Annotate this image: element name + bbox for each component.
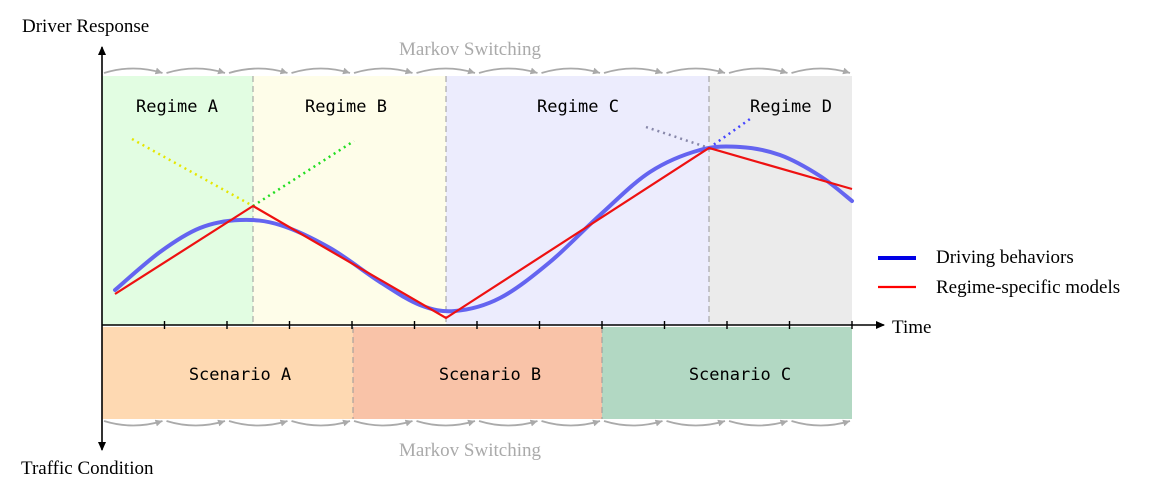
markov-switching-arrow: [103, 67, 163, 75]
extension-line-a: [131, 137, 254, 208]
scenario-c-area: [602, 327, 852, 419]
markov-switching-arrow: [416, 419, 476, 427]
markov-switching-arrow: [228, 419, 288, 427]
markov-switching-arrow: [728, 419, 788, 427]
markov-switching-arrow: [228, 67, 288, 75]
x-axis-ticks: [163, 321, 853, 329]
legend: Driving behaviors Regime-specific models: [878, 247, 1120, 298]
legend-driving-behaviors-label: Driving behaviors: [936, 247, 1074, 268]
regime-separators: [252, 76, 710, 419]
markov-switching-arrow: [666, 67, 726, 75]
markov-switching-arrow: [166, 67, 226, 75]
extension-line-b: [252, 139, 355, 208]
scenario-a-area: [102, 327, 353, 419]
markov-switching-arrow: [603, 67, 663, 75]
y-axis-top-label: Driver Response: [22, 16, 149, 37]
markov-switching-top-label: Markov Switching: [399, 39, 541, 60]
regime-backgrounds: [102, 76, 852, 325]
regime-b-area: [253, 76, 446, 325]
regime-a-label: Regime A: [136, 97, 218, 117]
markov-switching-arrow: [478, 67, 538, 75]
markov-switching-bottom-label: Markov Switching: [399, 440, 541, 461]
scenario-a-label: Scenario A: [189, 365, 291, 385]
scenario-b-area: [353, 327, 602, 419]
legend-regime-models-label: Regime-specific models: [936, 277, 1120, 298]
extension-line-d: [708, 117, 751, 150]
x-axis-label: Time: [892, 317, 931, 338]
regime-model-extensions: [131, 117, 751, 208]
scenario-c-label: Scenario C: [689, 365, 791, 385]
markov-switching-arrow: [353, 419, 413, 427]
regime-c-label: Regime C: [537, 97, 619, 117]
markov-switching-arrows-bottom: [103, 419, 851, 427]
extension-line-c: [645, 125, 710, 150]
regime-specific-model-line: [114, 146, 853, 320]
scenario-labels: Scenario A Scenario B Scenario C: [189, 365, 791, 385]
y-axis-bottom-label: Traffic Condition: [21, 458, 154, 479]
axes: [98, 46, 885, 451]
markov-switching-arrow: [416, 67, 476, 75]
regime-d-label: Regime D: [750, 97, 832, 117]
regime-d-area: [709, 76, 852, 325]
markov-switching-arrow: [166, 419, 226, 427]
regime-c-area: [446, 76, 709, 325]
regime-b-label: Regime B: [305, 97, 387, 117]
markov-switching-arrow: [353, 67, 413, 75]
markov-switching-arrows-top: [103, 67, 851, 75]
markov-switching-arrow: [541, 67, 601, 75]
driving-behavior-curve: [113, 144, 854, 314]
markov-switching-arrow: [291, 67, 351, 75]
regime-a-area: [102, 76, 253, 325]
markov-switching-arrow: [603, 419, 663, 427]
regime-labels: Regime A Regime B Regime C Regime D: [136, 97, 832, 117]
markov-switching-arrow: [291, 419, 351, 427]
scenario-backgrounds: [102, 327, 852, 419]
markov-switching-arrow: [478, 419, 538, 427]
markov-switching-arrow: [103, 419, 163, 427]
markov-switching-arrow: [728, 67, 788, 75]
markov-switching-arrow: [791, 67, 851, 75]
markov-switching-arrow: [791, 419, 851, 427]
markov-switching-arrow: [666, 419, 726, 427]
markov-switching-arrow: [541, 419, 601, 427]
scenario-b-label: Scenario B: [439, 365, 541, 385]
